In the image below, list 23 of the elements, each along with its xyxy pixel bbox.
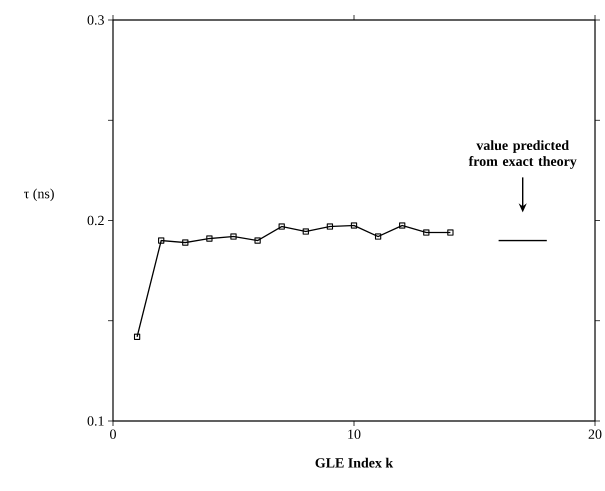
point <box>447 229 454 236</box>
point <box>423 229 430 236</box>
point <box>302 228 309 235</box>
point <box>278 223 285 230</box>
y-tick-label: 0.1 <box>88 416 104 426</box>
point <box>230 233 237 240</box>
x-tick-label: 20 <box>588 430 602 439</box>
point <box>254 237 261 244</box>
point <box>326 223 334 230</box>
point <box>374 233 382 240</box>
point <box>399 222 406 229</box>
x-tick-label: 0 <box>110 430 116 439</box>
point <box>134 334 140 340</box>
x-axis-title: GLE Index k <box>316 458 394 468</box>
annotation: value predicted from exact theory <box>468 140 577 169</box>
y-tick-label: 0.3 <box>88 15 104 25</box>
point <box>158 237 164 244</box>
point <box>182 239 188 246</box>
point <box>350 222 358 229</box>
point <box>206 235 213 242</box>
x-tick-label: 10 <box>348 430 360 439</box>
y-tick-label: 0.2 <box>88 216 104 226</box>
y-axis-title: τ (ns) <box>24 188 54 202</box>
